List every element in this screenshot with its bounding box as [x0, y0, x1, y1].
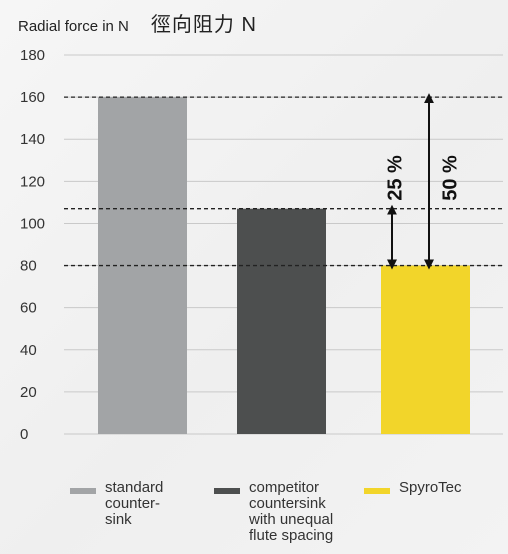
y-tick-label: 60: [20, 300, 37, 317]
chart-title: Radial force in N: [18, 18, 129, 35]
bar-1: [237, 208, 326, 434]
bar-chart: 0 20 40 60 80 100 120 140 160 180 25 % 50 %: [20, 47, 503, 443]
y-tick-label: 120: [20, 173, 45, 190]
y-tick-label: 80: [20, 258, 37, 275]
legend-label-standard: standard counter- sink: [105, 479, 164, 528]
annotation-label-1: 50 %: [439, 155, 461, 201]
y-tick-label: 100: [20, 215, 45, 232]
y-tick-label: 140: [20, 131, 45, 148]
y-tick-label: 0: [20, 426, 28, 443]
chart-title-chinese: 徑向阻力 N: [150, 14, 257, 36]
legend-label-spyrotec: SpyroTec: [399, 479, 462, 496]
legend-swatch-spyrotec: [364, 488, 390, 494]
legend-item-spyrotec: SpyroTec: [364, 480, 462, 496]
chart-title-row: Radial force in N 徑向阻力 N: [18, 8, 257, 37]
y-tick-label: 20: [20, 384, 37, 401]
y-tick-label: 160: [20, 89, 45, 106]
y-tick-label: 40: [20, 342, 37, 359]
legend-item-standard: standard counter- sink: [70, 480, 163, 528]
legend-swatch-standard: [70, 488, 96, 494]
annotation-label-0: 25 %: [384, 155, 406, 201]
y-axis-ticks: 0 20 40 60 80 100 120 140 160 180: [20, 47, 45, 443]
legend-label-competitor: competitor countersink with unequal flut…: [249, 479, 334, 544]
legend: standard counter- sink competitor counte…: [0, 480, 508, 554]
bar-2: [381, 265, 470, 434]
percentage-annotations: 25 % 50 %: [384, 93, 461, 270]
y-tick-label: 180: [20, 47, 45, 64]
legend-swatch-competitor: [214, 488, 240, 494]
legend-item-competitor: competitor countersink with unequal flut…: [214, 480, 333, 544]
